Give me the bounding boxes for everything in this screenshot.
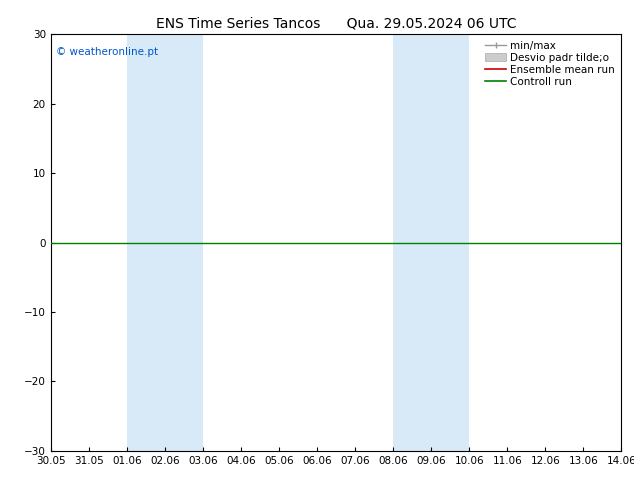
Text: © weatheronline.pt: © weatheronline.pt bbox=[56, 47, 158, 57]
Bar bbox=[393, 34, 469, 451]
Bar bbox=[127, 34, 203, 451]
Legend: min/max, Desvio padr tilde;o, Ensemble mean run, Controll run: min/max, Desvio padr tilde;o, Ensemble m… bbox=[482, 37, 618, 90]
Title: ENS Time Series Tancos      Qua. 29.05.2024 06 UTC: ENS Time Series Tancos Qua. 29.05.2024 0… bbox=[156, 16, 516, 30]
